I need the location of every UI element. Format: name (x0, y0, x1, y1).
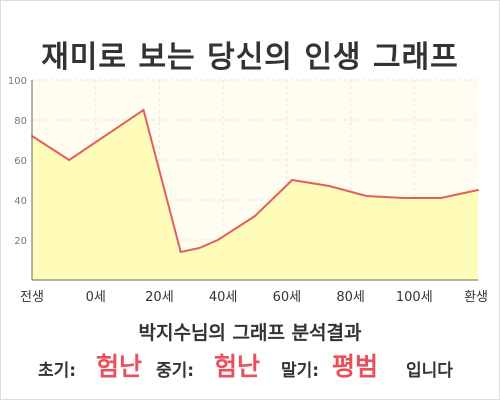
y-tick-labels: 20 40 60 80 100 (8, 76, 27, 247)
early-value: 험난 (96, 352, 143, 381)
x-tick-6: 100세 (396, 290, 433, 305)
middle-value: 험난 (214, 352, 261, 381)
middle-label: 중기: (156, 361, 195, 381)
late-label: 말기: (281, 361, 320, 381)
result-suffix: 입니다 (406, 361, 453, 381)
axes (31, 80, 479, 281)
analysis-result: 초기: 험난 중기: 험난 말기: 평범 입니다 (0, 346, 500, 381)
x-tick-1: 0세 (86, 290, 106, 305)
data-point-12 (439, 197, 442, 199)
data-point-6 (254, 215, 256, 217)
data-point-9 (328, 185, 331, 187)
data-point-8 (291, 179, 294, 181)
x-tick-labels: 전생 0세 20세 40세 60세 80세 100세 환생 (20, 290, 488, 305)
data-point-10 (365, 195, 368, 197)
analysis-subtitle: 박지수님의 그래프 분석결과 (138, 322, 362, 344)
life-area-fill (32, 110, 478, 280)
data-point-1 (68, 159, 71, 161)
data-point-7 (272, 197, 275, 199)
x-tick-5: 80세 (336, 290, 365, 305)
y-tick-0: 20 (14, 236, 27, 247)
life-line (31, 108, 479, 254)
y-tick-2: 60 (14, 156, 27, 167)
data-point-3 (179, 251, 182, 253)
y-tick-3: 80 (14, 116, 27, 127)
y-tick-4: 100 (8, 76, 27, 87)
chart-title: 재미로 보는 당신의 인생 그래프 (41, 40, 459, 75)
data-point-13 (477, 189, 479, 191)
data-point-5 (216, 239, 219, 241)
x-tick-7: 환생 (464, 290, 488, 305)
data-point-2 (142, 109, 145, 111)
data-point-4 (198, 247, 201, 249)
x-tick-0: 전생 (20, 290, 44, 305)
x-tick-4: 60세 (273, 290, 302, 305)
x-tick-3: 40세 (209, 290, 238, 305)
late-value: 평범 (332, 352, 379, 381)
early-label: 초기: (38, 361, 77, 381)
x-tick-2: 20세 (145, 290, 174, 305)
data-point-11 (402, 197, 405, 199)
y-tick-1: 40 (14, 196, 27, 207)
